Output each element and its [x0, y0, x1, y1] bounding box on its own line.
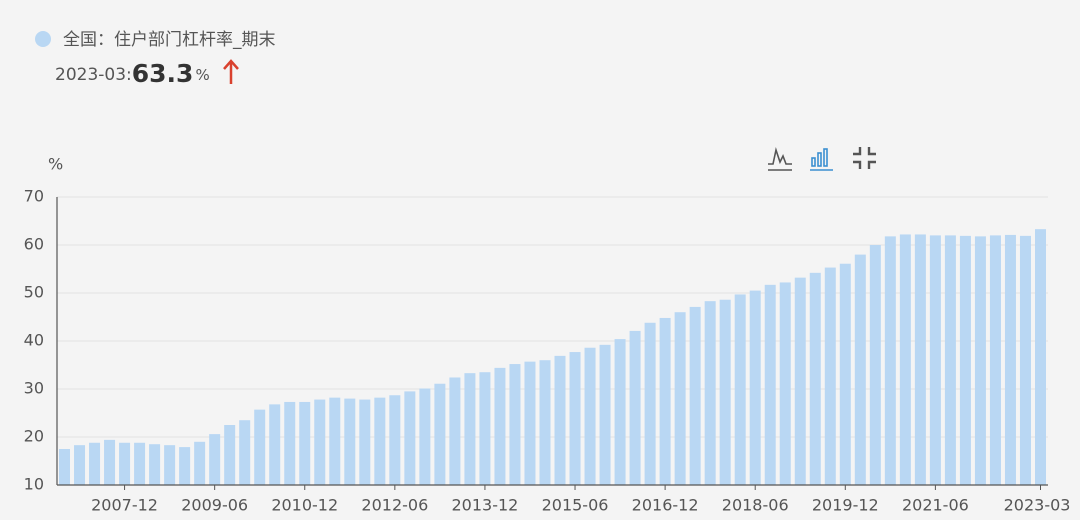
x-tick-label: 2019-12 — [812, 496, 879, 515]
latest-value: 63.3 — [132, 59, 194, 88]
x-tick-label: 2013-12 — [452, 496, 519, 515]
y-tick-label: 20 — [24, 427, 44, 446]
bar — [899, 234, 911, 485]
latest-period: 2023-03: — [55, 65, 132, 85]
bar — [734, 294, 746, 485]
bar — [509, 364, 521, 485]
bar — [1034, 229, 1046, 485]
y-tick-label: 70 — [24, 187, 44, 206]
up-arrow — [223, 59, 239, 84]
bar — [254, 409, 266, 485]
bar — [539, 360, 551, 485]
x-tick-label: 2016-12 — [632, 496, 699, 515]
x-tick-label: 2015-06 — [542, 496, 609, 515]
bar — [494, 367, 506, 485]
x-tick-label: 2010-12 — [271, 496, 338, 515]
bar — [464, 373, 476, 485]
line-chart-button[interactable] — [768, 146, 792, 165]
bar — [584, 347, 596, 485]
bar — [839, 263, 851, 485]
bar — [344, 398, 356, 485]
bar — [209, 434, 221, 485]
bar — [764, 284, 776, 485]
y-axis-unit: % — [48, 155, 63, 174]
bar — [569, 352, 581, 485]
bar — [59, 449, 71, 485]
bar — [419, 388, 431, 485]
bar — [524, 361, 536, 485]
bar — [119, 442, 131, 485]
x-tick-label: 2021-06 — [902, 496, 969, 515]
latest-unit: % — [195, 66, 209, 84]
bar — [599, 344, 611, 485]
x-tick-label: 2023-03 — [1004, 496, 1071, 515]
bar-chart-button[interactable] — [810, 148, 833, 171]
bar — [674, 312, 686, 485]
bar — [1019, 235, 1031, 485]
bar — [434, 383, 446, 485]
bar — [944, 235, 956, 485]
bar — [74, 445, 86, 485]
toolbar — [768, 146, 876, 171]
bar — [104, 439, 116, 485]
bar — [269, 404, 281, 485]
bar — [749, 290, 761, 485]
bar — [824, 267, 836, 485]
bar — [704, 301, 716, 485]
bar — [809, 272, 821, 485]
bar — [854, 254, 866, 485]
bar — [689, 306, 701, 485]
bar — [314, 399, 326, 485]
bar — [479, 372, 491, 485]
bar — [779, 282, 791, 485]
bar — [614, 339, 626, 485]
bar — [794, 277, 806, 485]
bar — [389, 395, 401, 485]
x-tick-label: 2012-06 — [361, 496, 428, 515]
x-tick-label: 2009-06 — [181, 496, 248, 515]
bar — [179, 447, 191, 485]
bar — [929, 235, 941, 485]
bar — [134, 442, 146, 485]
bar — [194, 441, 206, 485]
y-tick-label: 40 — [24, 331, 44, 350]
y-tick-label: 10 — [24, 475, 44, 494]
bar — [644, 322, 656, 485]
bar — [329, 397, 341, 485]
bar — [164, 445, 176, 485]
bar — [374, 397, 386, 485]
latest-reading: 2023-03:63.3% — [55, 59, 210, 88]
y-tick-label: 50 — [24, 283, 44, 302]
bar — [959, 235, 971, 485]
bar — [224, 425, 236, 485]
bar — [989, 235, 1001, 485]
x-tick-label: 2018-06 — [722, 496, 789, 515]
bar — [914, 234, 926, 485]
bar — [719, 299, 731, 485]
bar — [1004, 234, 1016, 485]
bar — [629, 330, 641, 485]
bar — [884, 236, 896, 485]
bar — [239, 420, 251, 485]
bar — [404, 391, 416, 485]
bar — [974, 236, 986, 485]
bar — [299, 401, 311, 485]
bar — [554, 355, 566, 485]
bar — [869, 245, 881, 485]
bar — [89, 442, 101, 485]
bar — [284, 401, 296, 485]
y-tick-label: 60 — [24, 235, 44, 254]
bar — [449, 377, 461, 485]
legend-label[interactable]: 全国：住户部门杠杆率_期末 — [63, 30, 276, 50]
legend-marker[interactable] — [35, 31, 51, 47]
bar — [659, 317, 671, 485]
collapse-button[interactable] — [853, 147, 876, 169]
x-tick-label: 2007-12 — [91, 496, 158, 515]
bar — [359, 399, 371, 485]
y-tick-label: 30 — [24, 379, 44, 398]
bar — [149, 444, 161, 485]
